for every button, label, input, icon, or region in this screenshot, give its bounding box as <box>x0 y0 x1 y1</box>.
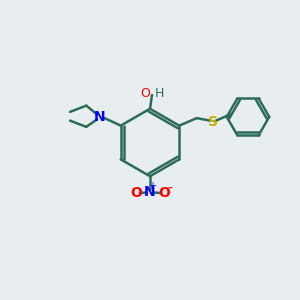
Text: N: N <box>144 185 156 200</box>
Text: H: H <box>155 87 164 100</box>
Text: O: O <box>140 87 150 100</box>
Text: N: N <box>94 110 106 124</box>
Text: O: O <box>158 186 170 200</box>
Text: O: O <box>130 186 142 200</box>
Text: +: + <box>148 181 156 191</box>
Text: S: S <box>208 115 218 129</box>
Text: -: - <box>168 182 172 196</box>
